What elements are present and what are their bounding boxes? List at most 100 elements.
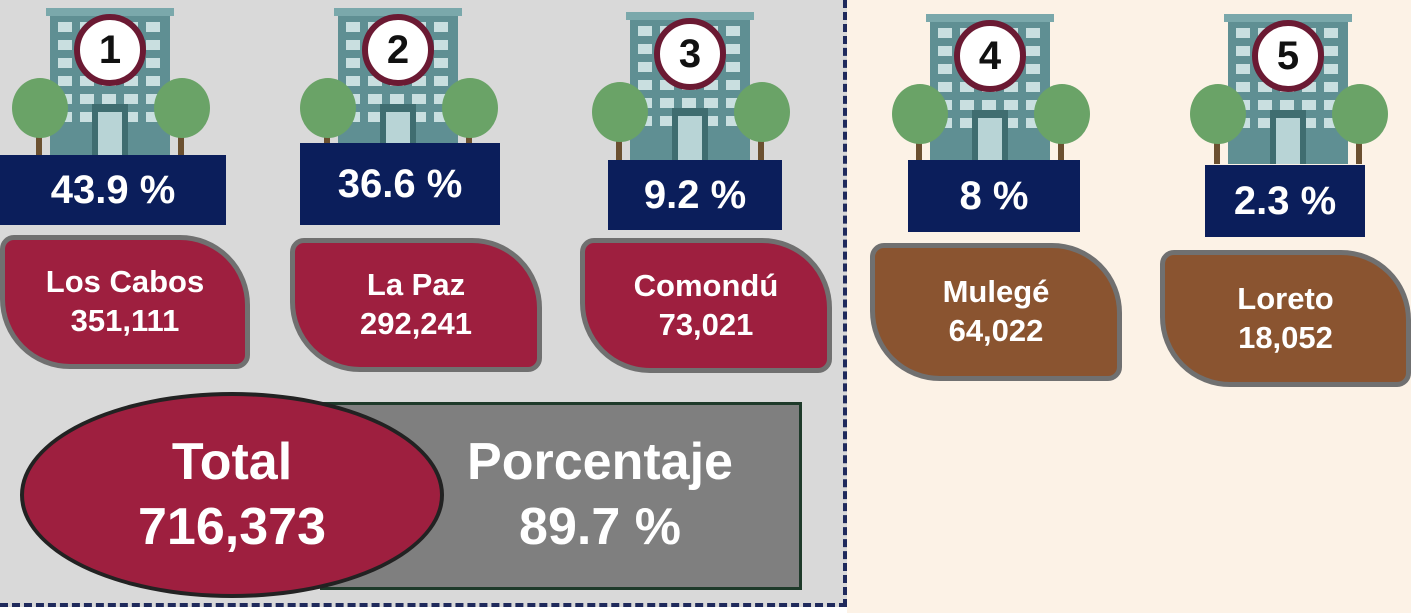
window (124, 76, 138, 86)
window (80, 112, 94, 122)
tree (154, 78, 210, 138)
window (124, 112, 138, 122)
window (346, 58, 360, 68)
window (434, 58, 448, 68)
tree-trunk (36, 118, 42, 158)
window (726, 26, 740, 36)
window (1302, 100, 1316, 110)
building-top (1224, 14, 1352, 22)
population: 73,021 (658, 306, 754, 342)
municipality-name: Mulegé (942, 274, 1050, 310)
window (146, 22, 160, 32)
window (938, 82, 952, 92)
building-icon (1190, 14, 1388, 164)
window (660, 98, 674, 108)
window (704, 116, 718, 126)
percent-box: 2.3 % (1205, 165, 1365, 237)
tree-trunk (616, 122, 622, 162)
total-label: Total (171, 433, 293, 491)
window (434, 40, 448, 50)
name-box: Los Cabos 351,111 (0, 235, 250, 369)
window (58, 40, 72, 50)
door (1276, 118, 1300, 164)
window (1324, 64, 1338, 74)
window (960, 82, 974, 92)
name-box: La Paz 292,241 (290, 238, 542, 372)
window (1258, 82, 1272, 92)
window (1026, 46, 1040, 56)
window (682, 98, 696, 108)
total-value: 716,373 (138, 498, 326, 556)
window (1302, 82, 1316, 92)
tree-trunk (178, 118, 184, 158)
window (1324, 82, 1338, 92)
population: 292,241 (359, 306, 473, 341)
window (726, 116, 740, 126)
window (58, 76, 72, 86)
window (146, 112, 160, 122)
window (660, 116, 674, 126)
rank-badge: 5 (1252, 20, 1324, 92)
window (390, 94, 404, 104)
rank-badge: 3 (654, 18, 726, 90)
window (938, 28, 952, 38)
window (58, 22, 72, 32)
window (368, 94, 382, 104)
window (726, 62, 740, 72)
percentage-label: Porcentaje (467, 433, 733, 491)
tree (592, 82, 648, 142)
tree (734, 82, 790, 142)
tree (1332, 84, 1388, 144)
window (1026, 118, 1040, 128)
building-top (626, 12, 754, 20)
building-top (926, 14, 1054, 22)
window (1236, 46, 1250, 56)
window (80, 94, 94, 104)
rank-badge: 2 (362, 14, 434, 86)
tree-trunk (916, 124, 922, 164)
tree (300, 78, 356, 138)
percent-box: 9.2 % (608, 160, 782, 230)
window (960, 118, 974, 128)
window (146, 40, 160, 50)
municipality-name: Comondú (633, 267, 779, 303)
name-box: Mulegé 64,022 (870, 243, 1122, 381)
window (1026, 64, 1040, 74)
rank-badge: 4 (954, 20, 1026, 92)
window (146, 94, 160, 104)
window (938, 64, 952, 74)
window (1324, 118, 1338, 128)
window (368, 112, 382, 122)
window (638, 80, 652, 90)
window (434, 112, 448, 122)
window (146, 58, 160, 68)
tree (1190, 84, 1246, 144)
window (1004, 118, 1018, 128)
municipality-name: Los Cabos (45, 264, 205, 300)
tree-trunk (758, 122, 764, 162)
percent-box: 8 % (908, 160, 1080, 232)
door (678, 116, 702, 162)
tree (442, 78, 498, 138)
window (726, 80, 740, 90)
window (434, 76, 448, 86)
window (938, 46, 952, 56)
population: 18,052 (1238, 319, 1333, 355)
window (1324, 100, 1338, 110)
window (368, 76, 382, 86)
window (346, 22, 360, 32)
tree-trunk (466, 118, 472, 158)
window (1302, 118, 1316, 128)
window (434, 94, 448, 104)
window (102, 94, 116, 104)
total-text: Total 716,373 (30, 430, 434, 560)
window (960, 100, 974, 110)
name-box: Comondú 73,021 (580, 238, 832, 373)
window (704, 80, 718, 90)
tree-trunk (1356, 124, 1362, 164)
window (1280, 100, 1294, 110)
building-top (46, 8, 174, 16)
window (80, 76, 94, 86)
window (1026, 82, 1040, 92)
